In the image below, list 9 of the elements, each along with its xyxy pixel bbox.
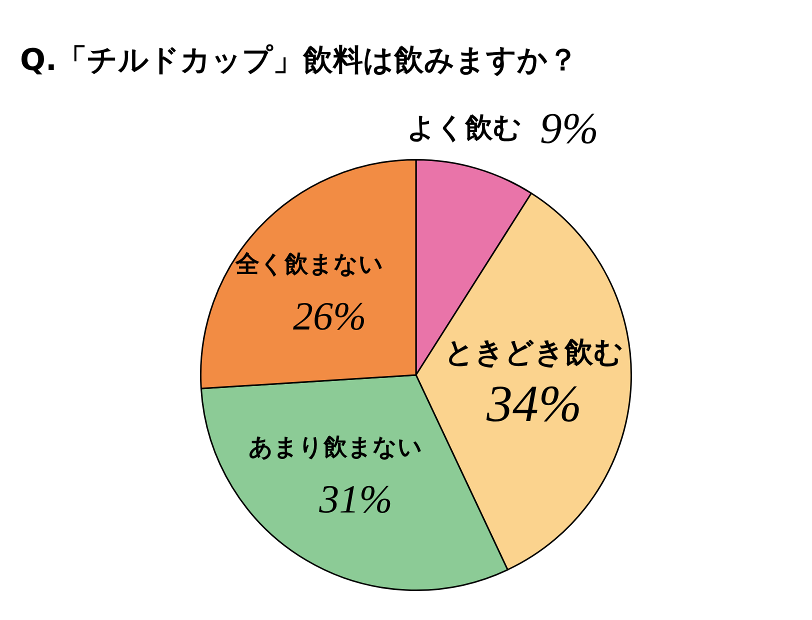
slice-label: あまり飲まない (248, 433, 423, 462)
data-label: 31% (318, 476, 392, 522)
data-label: 26% (293, 293, 366, 338)
data-label: 9% (540, 104, 599, 154)
slice-label: ときどき飲む (444, 334, 624, 369)
chart-title: Q.「チルドカップ」飲料は飲みますか？ (20, 42, 578, 78)
slice-label: よく飲む (406, 110, 522, 144)
slice-label: 全く飲まない (234, 250, 384, 278)
data-label: 34% (485, 376, 582, 434)
